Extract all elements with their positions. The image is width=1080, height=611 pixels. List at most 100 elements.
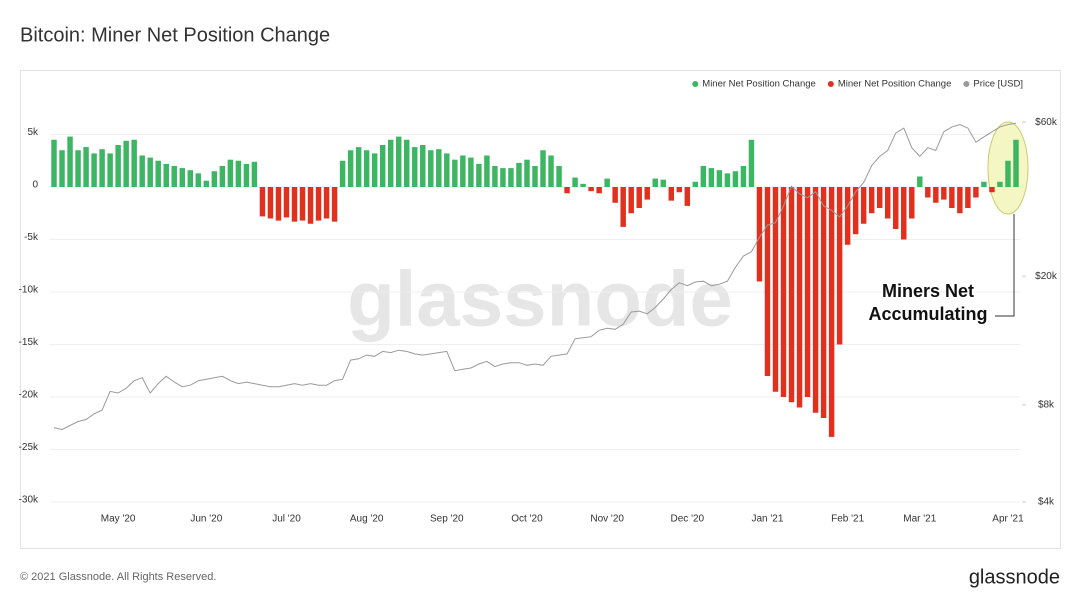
bar [901,187,907,240]
bar [524,159,530,187]
legend-marker [827,81,834,87]
bar [75,150,81,187]
bar [347,150,354,187]
annotation-connector [995,214,1015,317]
bar [91,153,97,187]
bar [860,187,867,224]
bar [548,155,554,187]
bar [460,155,466,187]
bar [981,181,987,187]
x-tick-label: Jan '21 [752,514,784,525]
bar [756,187,763,282]
bar [67,136,73,187]
bar [1013,139,1019,187]
bar [355,147,362,187]
bar [251,161,258,187]
bar [989,187,995,193]
x-tick-label: May '20 [101,514,136,525]
bar [620,187,626,227]
chart-frame [20,70,1061,549]
bar [724,173,731,187]
bar [243,163,250,187]
bar [99,149,105,187]
bar [179,168,185,187]
x-tick-label: Jun '20 [190,514,222,525]
bar [339,160,346,187]
bar [652,178,658,187]
bar [171,166,177,187]
bar [556,166,562,187]
bar [163,163,169,187]
annotation: Miners Net [882,281,974,301]
bar [588,187,594,192]
bar [195,173,202,187]
price-line [53,122,1017,431]
bar [299,187,306,221]
bar [51,139,57,187]
bar [395,136,402,187]
y-tick-label: -10k [19,285,39,296]
bar [211,171,218,187]
bar [660,179,666,187]
bar [147,157,153,187]
bar [131,139,137,187]
bar [772,187,779,392]
bar [115,145,121,187]
bar [732,171,739,187]
bar [876,187,883,208]
bar [780,187,787,397]
chart-title: Bitcoin: Miner Net Position Change [20,24,330,46]
bar [540,150,546,187]
legend-marker [963,81,970,87]
x-tick-label: Aug '20 [350,514,384,525]
bar [371,153,378,187]
y-tick-label: 5k [27,127,39,138]
bar [844,187,851,245]
bar [259,187,266,217]
x-tick-label: Sep '20 [430,514,464,525]
bar [275,187,282,221]
bar [820,187,827,418]
bar [748,139,755,187]
x-tick-label: Mar '21 [903,514,936,525]
legend: Price [USD] Miner Net Position Change Mine… [692,79,1023,90]
bar [828,187,835,437]
x-tick-label: Nov '20 [590,514,624,525]
bar [692,181,699,187]
bar [315,187,322,221]
y2-tick-label: $4k [1038,497,1055,508]
legend-marker [692,81,699,87]
bar [965,187,971,208]
bar [604,178,610,187]
x-tick-label: Jul '20 [272,514,301,525]
bar [187,170,194,187]
bar [532,166,538,187]
bar [684,187,691,206]
legend-label: Price [USD] [973,79,1023,90]
x-tick-label: Feb '21 [831,514,864,525]
bar [949,187,955,208]
footer: © 2021 Glassnode. All Rights Reserved. [20,571,216,583]
bar [636,187,642,208]
bar [444,153,450,187]
bar [428,150,434,187]
bar [307,187,314,224]
bar [219,166,226,187]
bar [788,187,795,403]
bar [668,187,675,201]
bar [764,187,771,376]
bar [420,145,426,187]
y-tick-label: -25k [19,442,39,453]
bar [564,187,570,194]
bar [917,176,923,187]
bar [155,160,161,187]
bar [812,187,819,413]
bar [997,181,1003,187]
bar [203,180,210,187]
bar [107,153,113,187]
bar [83,147,89,187]
bar [139,155,145,187]
bar [484,155,490,187]
bar [852,187,859,235]
